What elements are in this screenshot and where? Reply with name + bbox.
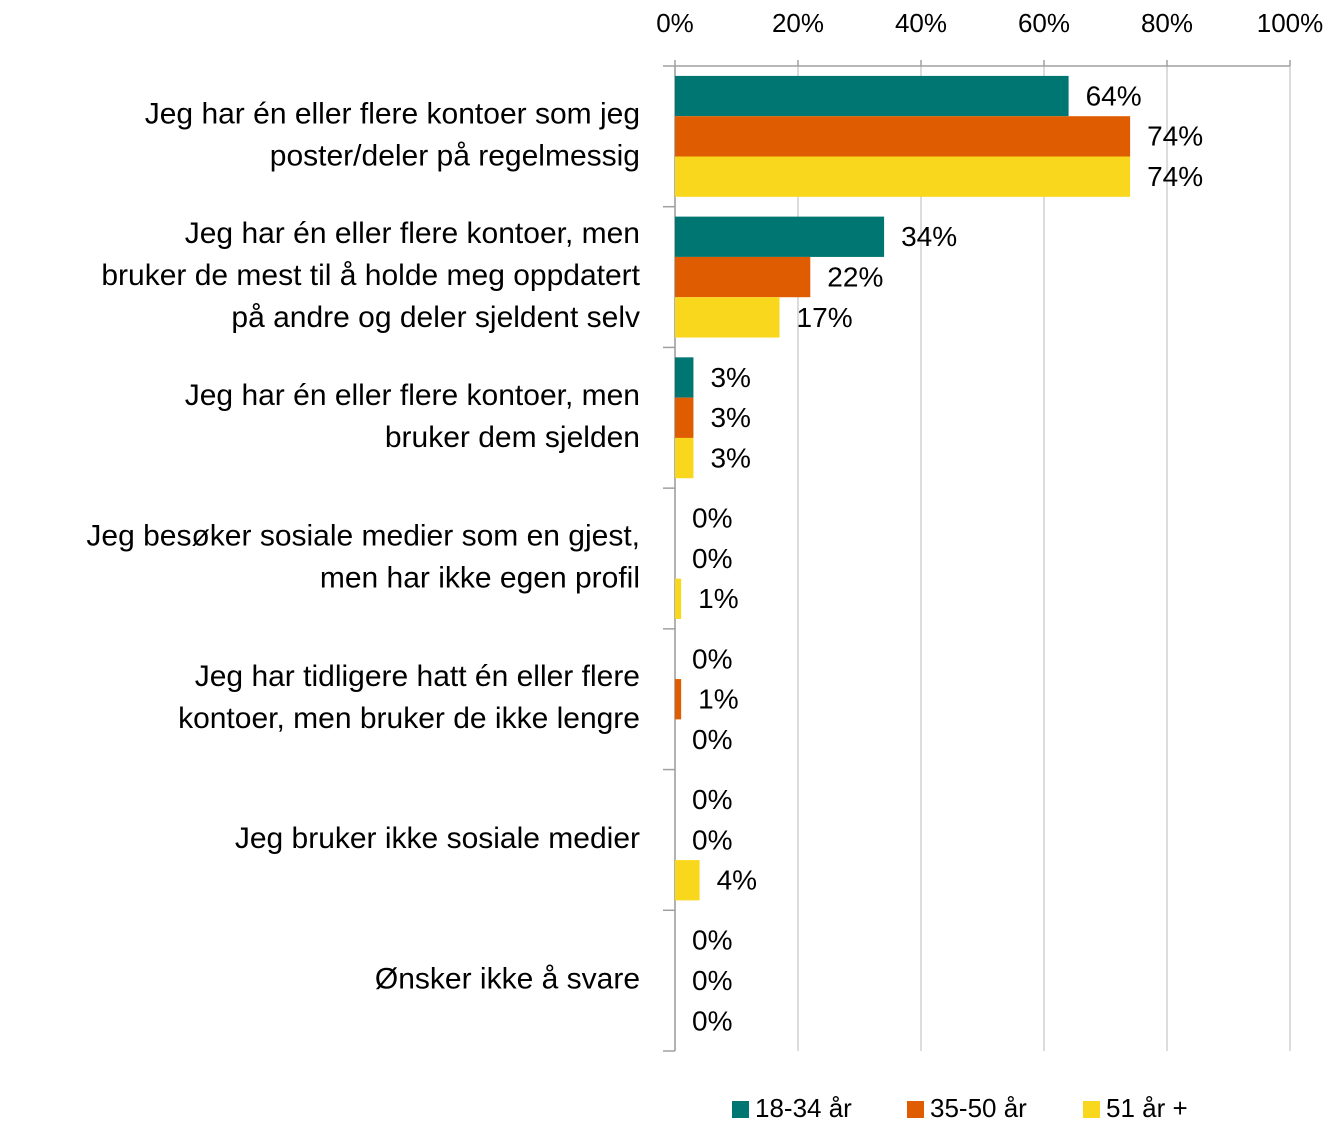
value-label: 4% [717, 865, 757, 896]
value-label: 74% [1147, 121, 1203, 152]
value-label: 3% [710, 362, 750, 393]
value-label: 0% [692, 824, 732, 855]
value-label: 0% [692, 724, 732, 755]
value-label: 0% [692, 1005, 732, 1036]
value-label: 0% [692, 925, 732, 956]
y-tick-label: Jeg har én eller flere kontoer som jeg po… [145, 97, 640, 172]
y-tick-label-line: men har ikke egen profil [320, 561, 640, 594]
bar [675, 75, 1069, 117]
x-tick-label: 60% [1018, 8, 1070, 38]
y-tick-label: Jeg besøker sosiale medier som en gjest,… [86, 519, 640, 594]
bar [675, 357, 694, 398]
legend-label: 35-50 år [930, 1093, 1027, 1121]
value-label: 34% [901, 221, 957, 252]
legend-swatch [1083, 1101, 1100, 1118]
y-tick-label-line: på andre og deler sjeldent selv [231, 301, 640, 334]
legend-swatch [907, 1101, 924, 1118]
legend-swatch [732, 1101, 749, 1118]
bar [675, 156, 1131, 197]
y-tick-label-line: bruker dem sjelden [385, 421, 640, 454]
y-tick-label-line: Jeg har én eller flere kontoer, men [185, 217, 640, 250]
x-tick-label: 40% [895, 8, 947, 38]
value-label: 0% [692, 543, 732, 574]
y-tick-label-line: Jeg bruker ikke sosiale medier [235, 822, 640, 855]
bar [675, 256, 811, 298]
y-tick-label: Jeg har tidligere hatt én eller flere kon… [178, 660, 640, 735]
bar [675, 116, 1131, 157]
y-tick-label-line: Jeg har én eller flere kontoer som jeg [145, 97, 640, 130]
bar [675, 679, 682, 720]
bar [675, 860, 700, 901]
y-tick-label-line: Jeg har én eller flere kontoer, men [185, 379, 640, 412]
x-tick-label: 80% [1141, 8, 1193, 38]
value-label: 22% [827, 261, 883, 292]
value-label: 0% [692, 643, 732, 674]
value-label: 0% [692, 965, 732, 996]
bar [675, 297, 780, 338]
y-tick-label: Jeg har én eller flere kontoer, men bruke… [101, 217, 640, 334]
y-tick-label-line: Ønsker ikke å svare [375, 963, 640, 996]
y-tick-label-line: Jeg har tidligere hatt én eller flere [195, 660, 640, 693]
x-tick-label: 0% [656, 8, 694, 38]
y-tick-label-line: bruker de mest til å holde meg oppdatert [101, 259, 640, 292]
y-tick-label: Ønsker ikke å svare [375, 963, 640, 996]
value-label: 1% [698, 684, 738, 715]
value-label: 3% [710, 442, 750, 473]
y-tick-label: Jeg bruker ikke sosiale medier [235, 822, 640, 855]
value-label: 3% [710, 402, 750, 433]
value-label: 64% [1086, 80, 1142, 111]
x-tick-label: 20% [772, 8, 824, 38]
legend-label: 51 år + [1106, 1093, 1188, 1121]
value-label: 17% [797, 302, 853, 333]
x-tick-label: 100% [1257, 8, 1324, 38]
value-label: 1% [698, 583, 738, 614]
y-tick-label-line: kontoer, men bruker de ikke lengre [178, 702, 640, 735]
value-label: 0% [692, 784, 732, 815]
value-label: 74% [1147, 161, 1203, 192]
legend-label: 18-34 år [755, 1093, 852, 1121]
bar [675, 216, 885, 257]
y-tick-label: Jeg har én eller flere kontoer, men bruke… [185, 379, 640, 454]
bar [675, 397, 694, 438]
bar [675, 437, 694, 479]
y-tick-label-line: Jeg besøker sosiale medier som en gjest, [86, 519, 640, 552]
y-tick-label-line: poster/deler på regelmessig [270, 139, 640, 172]
value-label: 0% [692, 503, 732, 534]
bar [675, 578, 682, 619]
